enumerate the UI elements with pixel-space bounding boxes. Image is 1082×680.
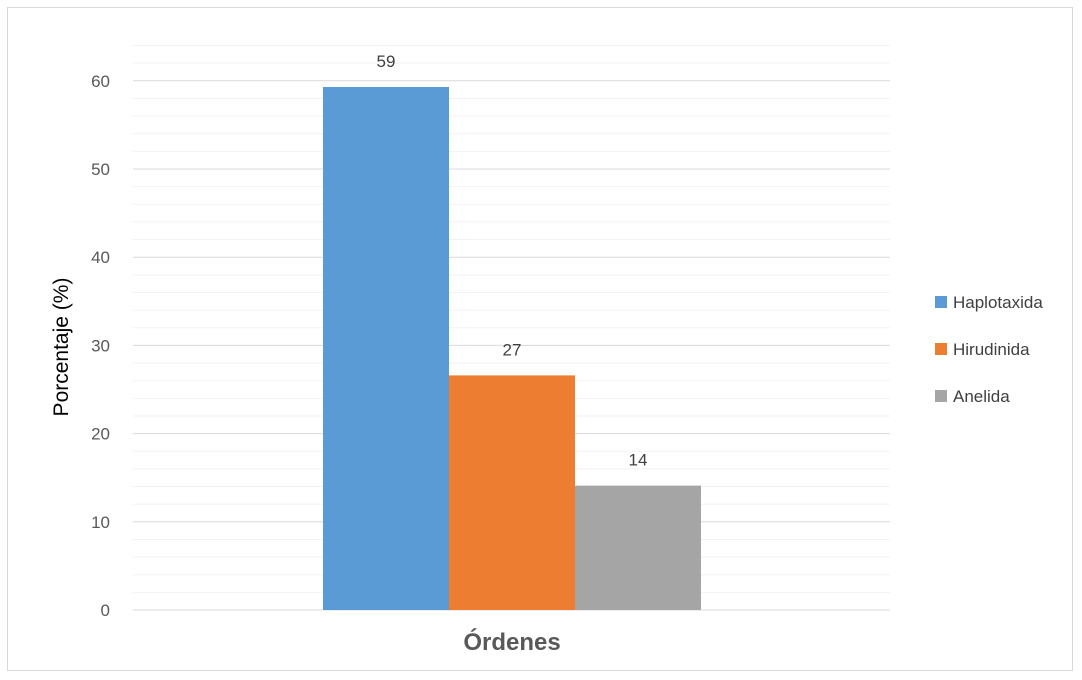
y-tick-label: 0 — [101, 601, 110, 620]
legend-swatch-hirudinida — [935, 343, 947, 355]
y-tick-label: 40 — [91, 248, 110, 267]
legend-label-anelida: Anelida — [953, 387, 1010, 406]
legend-label-haplotaxida: Haplotaxida — [953, 293, 1043, 312]
legend: Haplotaxida Hirudinida Anelida — [935, 293, 1043, 406]
y-axis-title: Porcentaje (%) — [50, 278, 73, 417]
y-tick-label: 60 — [91, 72, 110, 91]
data-label-hirudinida: 27 — [503, 340, 522, 359]
bar-anelida — [575, 486, 701, 610]
legend-swatch-haplotaxida — [935, 296, 947, 308]
y-tick-label: 10 — [91, 513, 110, 532]
y-tick-labels: 0 10 20 30 40 50 60 — [91, 72, 110, 620]
y-tick-label: 30 — [91, 336, 110, 355]
bar-hirudinida — [449, 375, 575, 610]
bar-haplotaxida — [323, 87, 449, 610]
data-label-anelida: 14 — [629, 451, 648, 470]
legend-label-hirudinida: Hirudinida — [953, 340, 1030, 359]
legend-swatch-anelida — [935, 390, 947, 402]
x-axis-title: Órdenes — [463, 628, 560, 656]
y-tick-label: 50 — [91, 160, 110, 179]
y-tick-label: 20 — [91, 425, 110, 444]
data-label-haplotaxida: 59 — [377, 52, 396, 71]
